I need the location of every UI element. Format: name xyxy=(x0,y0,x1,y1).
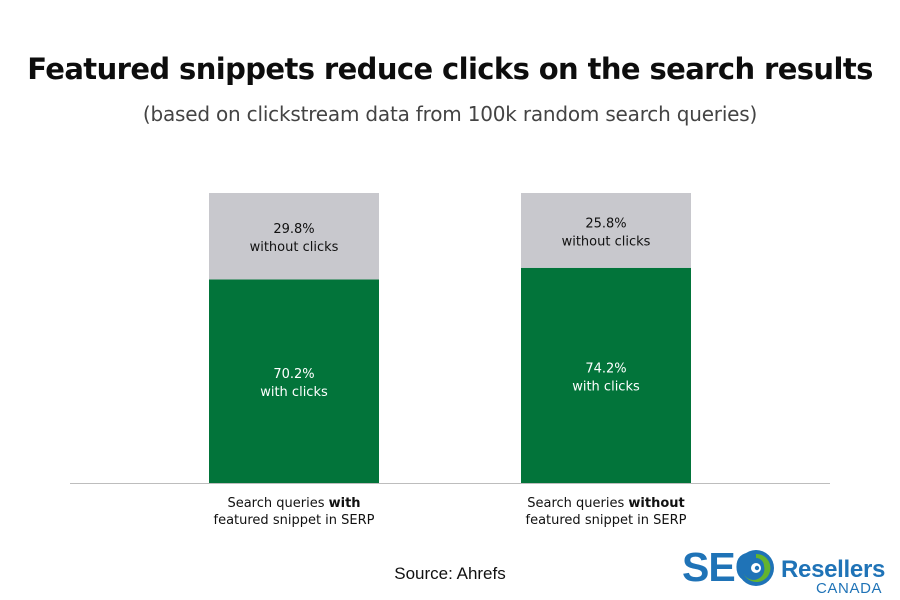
data-label-value: 25.8% xyxy=(585,216,626,231)
category-label-without-snippet: Search queries without featured snippet … xyxy=(486,495,726,529)
logo-canada-text: CANADA xyxy=(816,580,883,597)
category-label-prefix: Search queries xyxy=(227,496,329,511)
chart-title: Featured snippets reduce clicks on the s… xyxy=(27,52,873,86)
category-label-bold: without xyxy=(628,496,685,511)
bar-segment-without-clicks xyxy=(521,193,691,268)
bar-segment-with-clicks xyxy=(521,267,691,483)
category-label-bold: with xyxy=(328,496,361,511)
category-label-prefix: Search queries xyxy=(527,496,629,511)
bar-segment-with-clicks xyxy=(209,279,379,483)
data-label-series: with clicks xyxy=(260,385,328,400)
category-label-line2: featured snippet in SERP xyxy=(213,513,375,528)
logo-swirl-icon xyxy=(738,550,774,586)
data-label-series: with clicks xyxy=(572,379,640,394)
data-label-series: without clicks xyxy=(562,234,651,249)
data-label-value: 70.2% xyxy=(273,367,314,382)
bar-segment-without-clicks xyxy=(209,193,379,280)
category-label-with-snippet: Search queries with featured snippet in … xyxy=(174,495,414,529)
data-label-value: 29.8% xyxy=(273,222,314,237)
chart-subtitle: (based on clickstream data from 100k ran… xyxy=(142,102,758,126)
seo-resellers-canada-logo: SEO Resellers CANADA xyxy=(682,546,896,598)
data-label-series: without clicks xyxy=(250,240,339,255)
source-note: Source: Ahrefs xyxy=(394,564,506,583)
data-label-value: 74.2% xyxy=(585,361,626,376)
category-label-line2: featured snippet in SERP xyxy=(525,513,687,528)
logo-resellers-text: Resellers xyxy=(781,556,886,583)
